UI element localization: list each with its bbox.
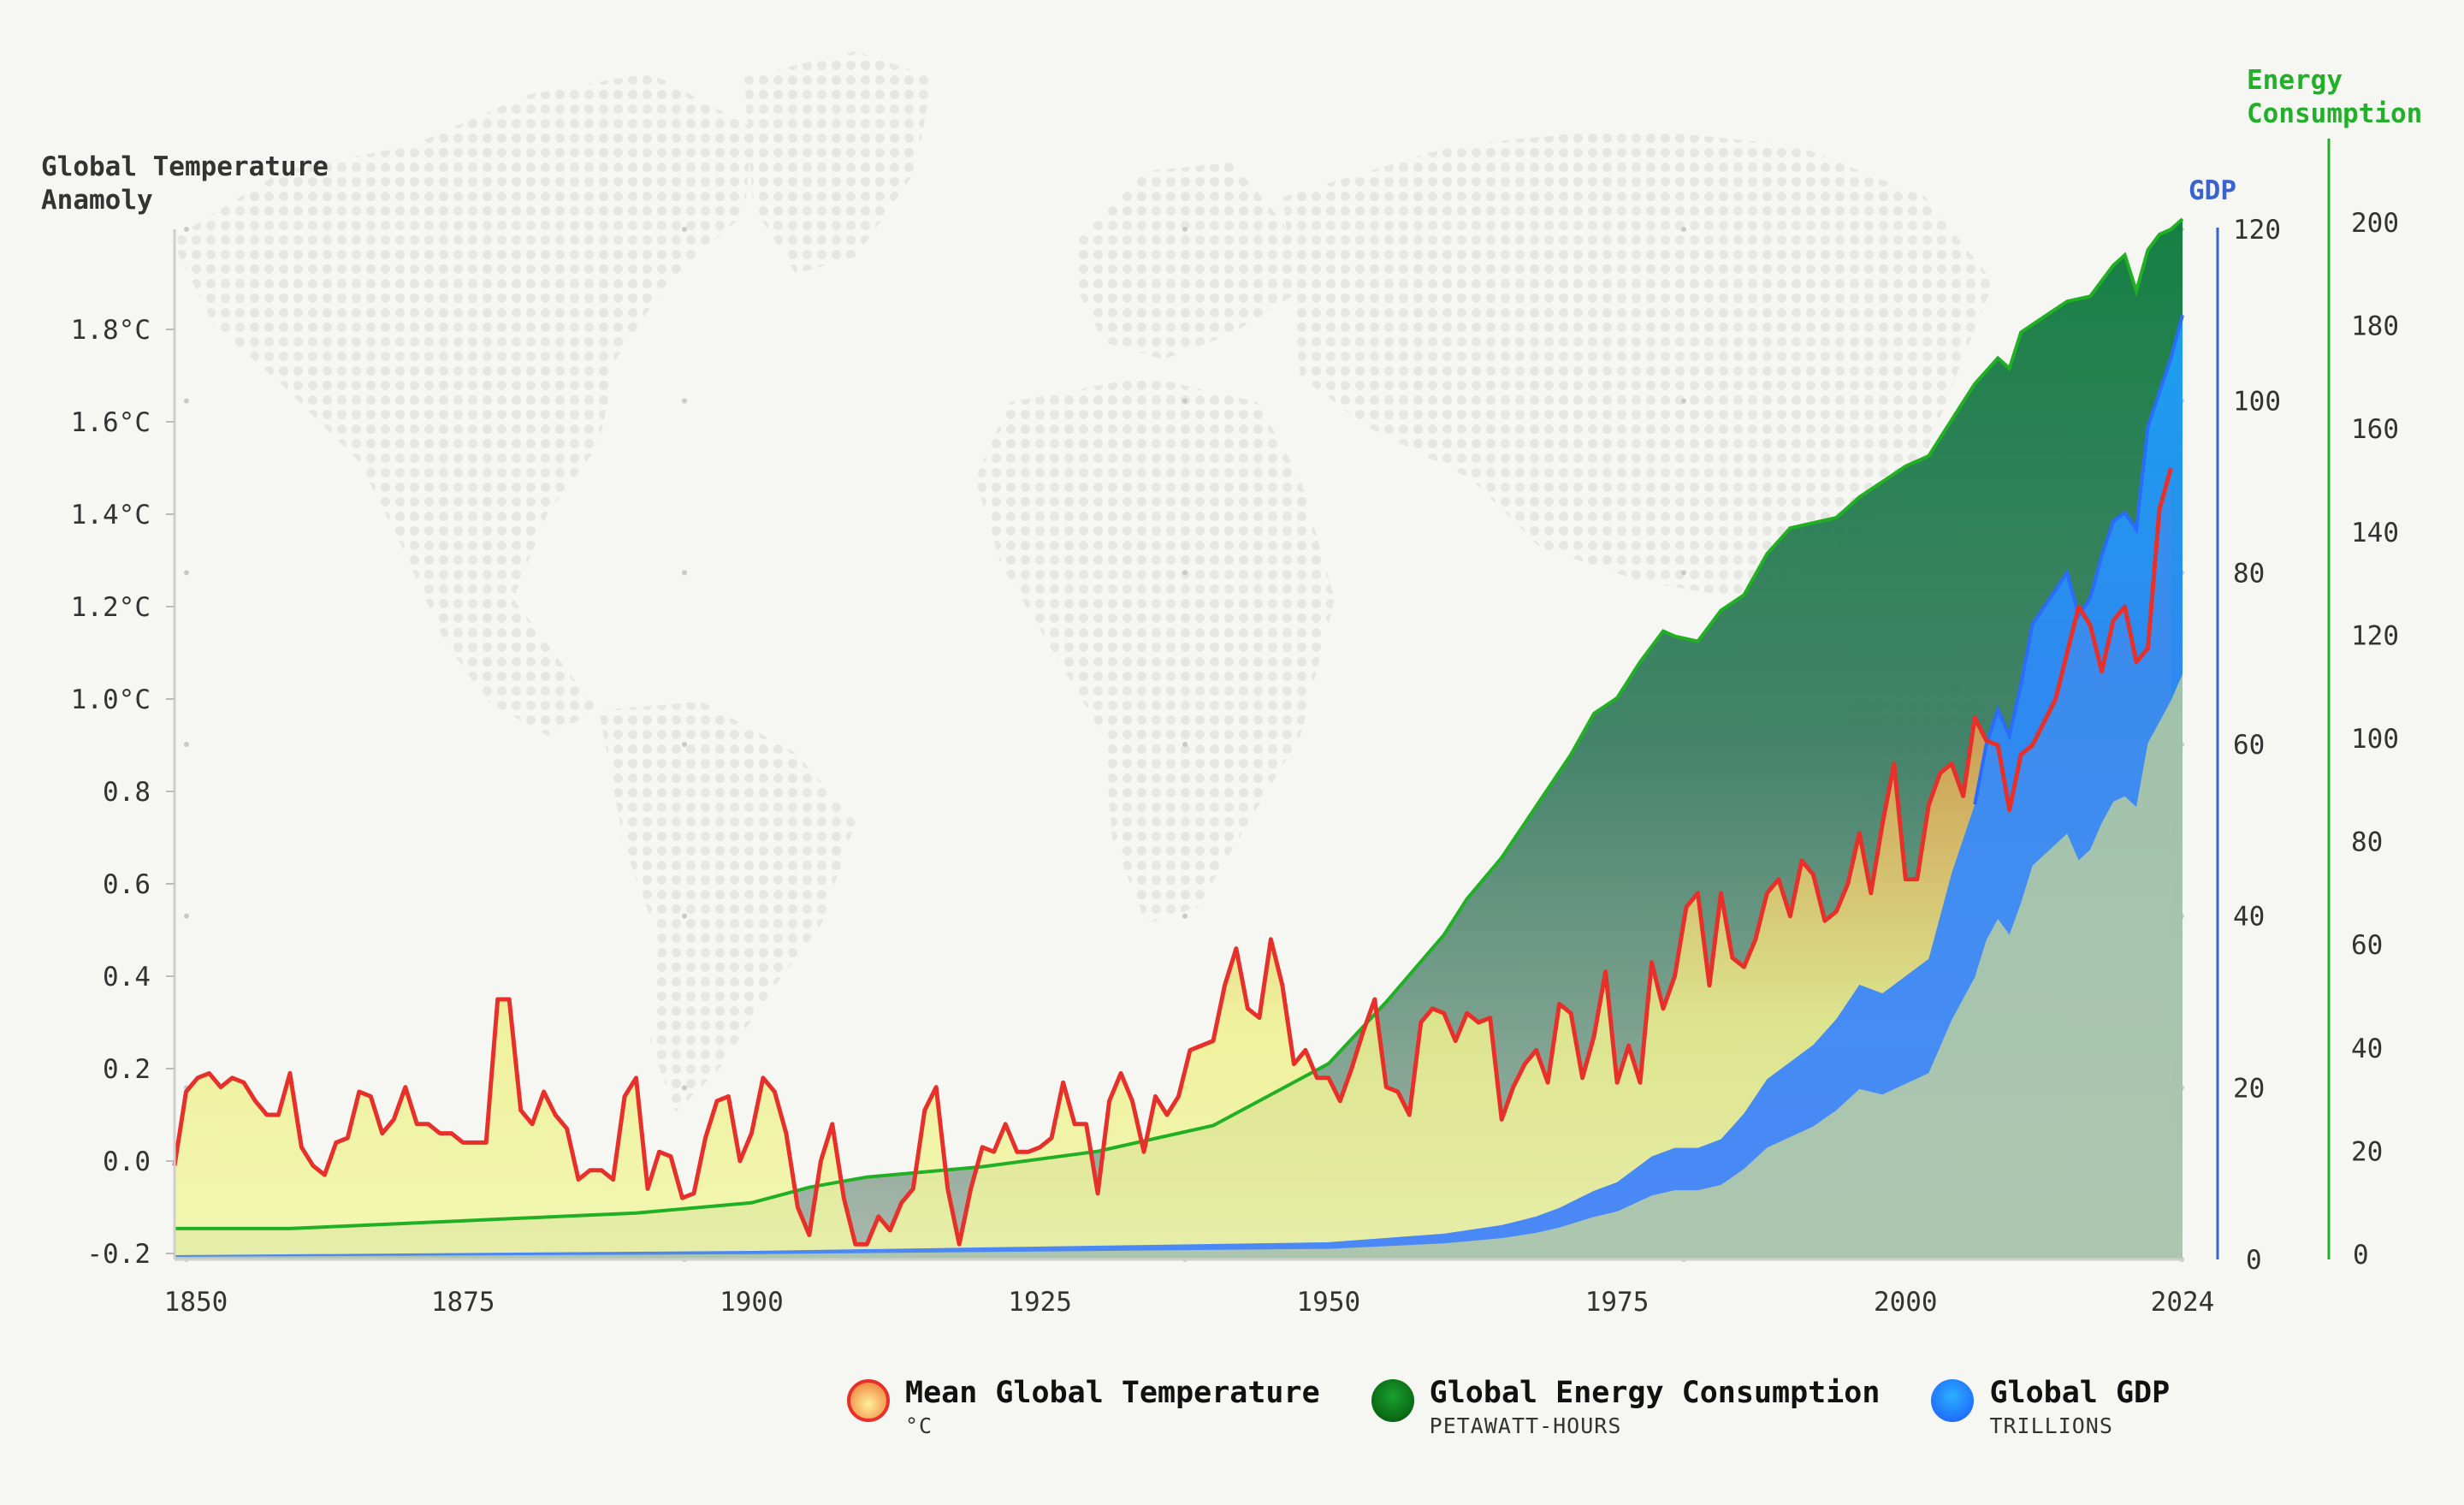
energy-axis-tick-label: 180 (2351, 311, 2399, 342)
energy-axis-tick-label: 80 (2351, 827, 2383, 858)
gdp-swatch-icon (1931, 1379, 1975, 1422)
gdp-axis-tick-label: 20 (2233, 1073, 2265, 1104)
legend-gdp-title: Global GDP (1989, 1376, 2171, 1410)
left-axis-tick-label: 0.0 (103, 1147, 151, 1177)
grid-marker (184, 227, 189, 232)
energy-axis-tick-label: 20 (2351, 1136, 2383, 1167)
energy-axis-tick-label: 0 (2353, 1240, 2369, 1271)
grid-marker (682, 227, 687, 232)
map-europe (1078, 163, 1300, 359)
temperature-area (175, 468, 2171, 1259)
left-axis-tick-label: 0.4 (103, 962, 151, 992)
legend-gdp-unit: TRILLIONS (1989, 1413, 2113, 1438)
left-axis-tick-label: 0.8 (103, 777, 151, 808)
left-axis-tick-label: 1.4°C (71, 500, 151, 530)
grid-marker (682, 398, 687, 404)
legend: Mean Global Temperature °C Global Energy… (847, 1376, 2170, 1438)
x-axis-tick-label: 1850 (164, 1287, 228, 1318)
energy-axis-tick-label: 40 (2351, 1034, 2383, 1064)
legend-temperature-unit: °C (905, 1413, 933, 1438)
legend-temperature-title: Mean Global Temperature (905, 1376, 1320, 1410)
grid-marker (1182, 913, 1188, 919)
grid-marker (682, 570, 687, 576)
energy-axis-tick-label: 60 (2351, 930, 2383, 961)
x-axis-tick-label: 2024 (2151, 1287, 2215, 1318)
legend-item-energy: Global Energy Consumption PETAWATT-HOURS (1371, 1376, 1881, 1438)
energy-axis-tick-label: 100 (2351, 724, 2399, 755)
grid-marker (1681, 398, 1686, 404)
grid-marker (1182, 227, 1188, 232)
x-axis-tick-label: 2000 (1874, 1287, 1938, 1318)
left-axis-title-line2: Anamoly (41, 185, 153, 216)
gdp-axis-tick-label: 0 (2246, 1245, 2262, 1276)
map-greenland (744, 51, 933, 274)
grid-marker (682, 913, 687, 919)
left-axis-tick-label: 1.6°C (71, 407, 151, 438)
grid-marker (1182, 570, 1188, 576)
gdp-axis-tick-label: 100 (2233, 387, 2281, 418)
x-axis-tick-label: 1975 (1585, 1287, 1650, 1318)
map-africa (975, 376, 1335, 924)
left-axis-title-line1: Global Temperature (41, 151, 329, 182)
gdp-lower-area (175, 673, 2183, 1259)
gdp-axis-title: GDP (2189, 175, 2236, 206)
gdp-axis-tick-label: 60 (2233, 730, 2265, 761)
grid-marker (1681, 227, 1686, 232)
energy-axis-tick-label: 160 (2351, 414, 2399, 445)
grid-marker (1681, 570, 1686, 576)
grid-marker (184, 742, 189, 747)
x-axis-tick-label: 1900 (720, 1287, 784, 1318)
energy-line (175, 217, 2184, 1230)
left-axis-tick-label: 1.8°C (71, 315, 151, 346)
map-north-america (171, 73, 753, 736)
legend-item-gdp: Global GDP TRILLIONS (1931, 1376, 2170, 1438)
chart-lines (172, 217, 2184, 1247)
x-axis-tick-label: 1925 (1008, 1287, 1072, 1318)
legend-item-temperature: Mean Global Temperature °C (847, 1376, 1320, 1438)
temperature-swatch-icon (847, 1379, 890, 1422)
energy-swatch-icon (1371, 1379, 1414, 1422)
grid-marker (1182, 742, 1188, 747)
temperature-line (172, 467, 2173, 1247)
energy-axis-title-line2: Consumption (2247, 98, 2422, 129)
grid-marker (1182, 398, 1188, 404)
map-south-america (599, 702, 856, 1112)
energy-axis-title-line1: Energy (2247, 65, 2343, 96)
gdp-axis-tick-label: 40 (2233, 902, 2265, 933)
grid-marker (184, 398, 189, 404)
grid-marker (682, 1085, 687, 1091)
x-axis-tick-label: 1875 (431, 1287, 495, 1318)
gdp-axis-tick-label: 120 (2233, 215, 2281, 246)
grid-marker (682, 742, 687, 747)
gdp-line (1973, 314, 2184, 805)
left-axis-tick-label: 1.2°C (71, 592, 151, 623)
gdp-axis-tick-label: 80 (2233, 558, 2265, 589)
world-map-background (171, 51, 2019, 1112)
left-axis-tick-label: 0.2 (103, 1054, 151, 1085)
x-axis-tick-label: 1950 (1297, 1287, 1361, 1318)
energy-axis-tick-label: 120 (2351, 620, 2399, 651)
left-axis-tick-label: 1.0°C (71, 684, 151, 715)
energy-axis-tick-label: 200 (2351, 208, 2399, 239)
legend-energy-title: Global Energy Consumption (1429, 1376, 1881, 1410)
grid-marker (184, 570, 189, 576)
left-axis-tick-label: 0.6 (103, 869, 151, 900)
map-asia (1283, 128, 1993, 599)
legend-energy-unit: PETAWATT-HOURS (1429, 1413, 1622, 1438)
left-axis-tick-label: -0.2 (86, 1239, 151, 1270)
energy-axis-tick-label: 140 (2351, 518, 2399, 548)
chart-areas (175, 219, 2183, 1259)
chart-axes: -0.2 0.0 0.2 0.4 0.6 0.8 1.0°C 1.2°C 1.4°C 1.6°C 1… (71, 139, 2399, 1318)
grid-marker (184, 913, 189, 919)
